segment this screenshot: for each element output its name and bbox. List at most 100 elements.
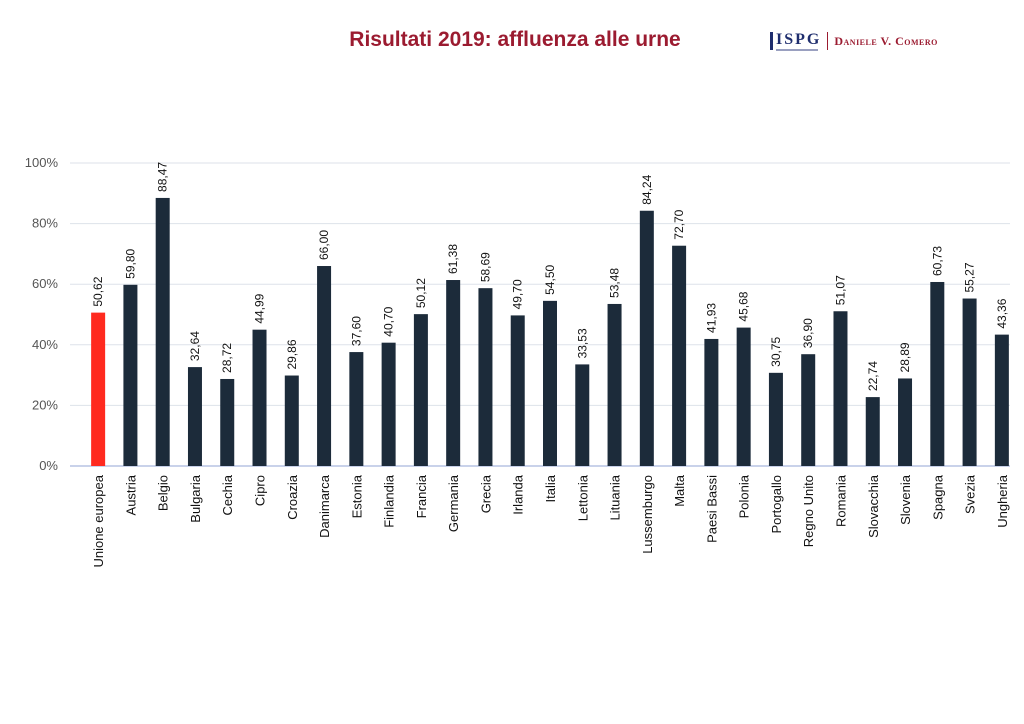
x-tick-label: Lettonia xyxy=(575,474,590,521)
x-tick-label: Portogallo xyxy=(769,475,784,534)
x-tick-label: Belgio xyxy=(156,475,171,511)
bar xyxy=(413,314,428,466)
ispg-logo: ISPG Daniele V. Comero xyxy=(770,30,938,52)
data-label: 45,68 xyxy=(737,291,751,321)
x-tick-label: Unione europea xyxy=(91,474,106,567)
bar xyxy=(607,303,622,466)
y-tick-label: 80% xyxy=(32,216,58,231)
x-tick-label: Slovacchia xyxy=(866,474,881,538)
x-tick-label: Finlandia xyxy=(382,474,397,528)
x-tick-label: Spagna xyxy=(930,474,945,520)
data-label: 28,72 xyxy=(220,343,234,373)
bar xyxy=(898,378,913,466)
x-tick-label: Bulgaria xyxy=(188,474,203,522)
x-tick-label: Germania xyxy=(446,474,461,532)
bar xyxy=(962,298,977,466)
x-tick-label: Polonia xyxy=(737,474,752,518)
x-tick-label: Slovenia xyxy=(898,474,913,525)
x-tick-label: Danimarca xyxy=(317,474,332,538)
data-label: 72,70 xyxy=(672,209,686,239)
bar xyxy=(381,342,396,466)
logo-main-text: ISPG xyxy=(776,30,822,48)
x-tick-label: Lussemburgo xyxy=(640,475,655,554)
data-label: 58,69 xyxy=(478,252,492,282)
logo-mark: ISPG xyxy=(776,30,822,51)
x-tick-label: Austria xyxy=(123,474,138,515)
y-tick-label: 100% xyxy=(25,155,59,170)
bar xyxy=(639,210,654,466)
data-label: 88,47 xyxy=(156,162,170,192)
data-label: 50,12 xyxy=(414,278,428,308)
y-tick-label: 60% xyxy=(32,276,58,291)
y-tick-label: 40% xyxy=(32,337,58,352)
bar xyxy=(446,280,461,466)
data-label: 55,27 xyxy=(963,262,977,292)
data-label: 28,89 xyxy=(898,342,912,372)
x-tick-label: Italia xyxy=(543,474,558,502)
bar xyxy=(252,329,267,466)
logo-underline xyxy=(776,48,818,51)
chart-title: Risultati 2019: affluenza alle urne xyxy=(349,28,681,51)
data-label: 37,60 xyxy=(349,316,363,346)
x-tick-label: Lituania xyxy=(608,474,623,520)
data-label: 53,48 xyxy=(608,268,622,298)
logo-bar xyxy=(770,32,773,50)
data-label: 66,00 xyxy=(317,230,331,260)
bar xyxy=(704,338,719,466)
data-label: 32,64 xyxy=(188,331,202,361)
y-tick-label: 0% xyxy=(39,458,58,473)
bar xyxy=(284,375,299,466)
bar xyxy=(801,354,816,466)
data-label: 40,70 xyxy=(382,306,396,336)
x-tick-label: Cipro xyxy=(253,475,268,506)
x-tick-label: Croazia xyxy=(285,474,300,520)
x-tick-label: Estonia xyxy=(349,474,364,518)
x-tick-label: Regno Unito xyxy=(801,475,816,547)
data-label: 54,50 xyxy=(543,265,557,295)
bar xyxy=(672,245,687,466)
bar xyxy=(91,312,106,466)
bar xyxy=(317,266,332,466)
x-tick-label: Svezia xyxy=(963,474,978,514)
bar xyxy=(220,378,235,466)
bar xyxy=(833,311,848,466)
bar xyxy=(187,367,202,466)
bar xyxy=(994,334,1009,466)
data-label: 84,24 xyxy=(640,174,654,204)
data-label: 60,73 xyxy=(930,246,944,276)
logo-author: Daniele V. Comero xyxy=(834,33,938,48)
data-label: 30,75 xyxy=(769,336,783,366)
bar xyxy=(510,315,525,466)
data-label: 50,62 xyxy=(91,276,105,306)
bar xyxy=(930,281,945,466)
y-tick-label: 20% xyxy=(32,397,58,412)
data-label: 51,07 xyxy=(833,275,847,305)
x-tick-label: Malta xyxy=(672,474,687,507)
data-label: 33,53 xyxy=(575,328,589,358)
x-tick-label: Irlanda xyxy=(511,474,526,515)
x-tick-label: Ungheria xyxy=(995,474,1010,528)
bar xyxy=(768,372,783,466)
x-tick-label: Romania xyxy=(833,474,848,527)
data-label: 29,86 xyxy=(285,339,299,369)
bar xyxy=(543,300,557,466)
data-label: 43,36 xyxy=(995,298,1009,328)
bar xyxy=(575,364,590,466)
bar xyxy=(865,397,880,466)
bar xyxy=(478,288,493,466)
x-tick-label: Paesi Bassi xyxy=(704,475,719,543)
x-tick-label: Grecia xyxy=(478,474,493,513)
logo-separator xyxy=(827,32,829,50)
data-label: 44,99 xyxy=(253,293,267,323)
bar xyxy=(123,284,138,466)
x-tick-label: Francia xyxy=(414,474,429,518)
data-label: 41,93 xyxy=(704,303,718,333)
bar xyxy=(155,197,170,466)
data-label: 36,90 xyxy=(801,318,815,348)
bar xyxy=(349,352,364,466)
data-label: 49,70 xyxy=(511,279,525,309)
x-tick-label: Cechia xyxy=(220,474,235,515)
data-label: 59,80 xyxy=(123,248,137,278)
data-label: 61,38 xyxy=(446,244,460,274)
